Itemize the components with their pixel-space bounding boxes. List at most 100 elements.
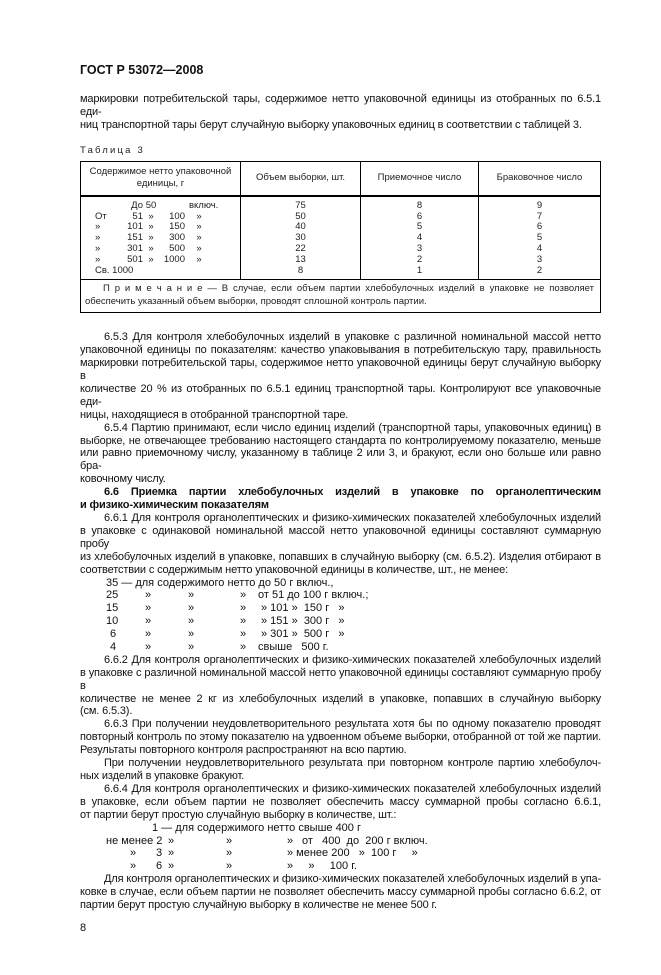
paragraph: 6.5.3 Для контроля хлебобулочных изделий…	[80, 331, 601, 421]
paragraph: 6.6.3 При получении неудовлетворительног…	[80, 718, 601, 757]
text-line: повторный контроль по этому показателю н…	[80, 731, 601, 744]
text-line: 6.6.4 Для контроля органолептических и ф…	[104, 782, 601, 795]
cell-range: » 101 » 150 »	[81, 221, 241, 234]
range-part: 301	[127, 242, 143, 254]
list-cell: »	[240, 628, 247, 641]
text-line: соответствии с содержимым нетто упаковоч…	[80, 563, 509, 576]
cell-reject: 3	[536, 253, 543, 265]
text-line: Для контроля органолептических и физико-…	[104, 873, 601, 886]
range-part: »	[148, 210, 154, 222]
cell-accept: 5	[361, 222, 479, 234]
paragraph: При получении неудовлетворительного резу…	[80, 757, 601, 783]
list-cell: »	[145, 615, 152, 628]
list-cell: 10	[106, 615, 119, 628]
range-part: включ.	[189, 199, 219, 211]
column-header: Объем выборки, шт.	[241, 161, 361, 197]
cell-range: До 50 включ.	[81, 196, 241, 212]
intro-paragraph: маркировки потребительской тары, содержи…	[80, 93, 601, 132]
range-part: 500	[169, 242, 185, 254]
list-cell: »	[240, 602, 247, 615]
cell-sample: 22	[241, 243, 361, 255]
table-row: » 301 » 500 » 22 3 4	[81, 242, 600, 255]
cell-accept: 6	[361, 211, 479, 223]
range-part: »	[95, 221, 101, 233]
list-item: 6 » » » » 301 » 500 г »	[80, 628, 601, 641]
table-header-row: Содержимое нетто упаковочной единицы, г …	[81, 161, 600, 197]
cell-sample: 8	[241, 265, 361, 280]
list-cell: »	[226, 860, 233, 873]
range-part: До	[131, 199, 143, 211]
document-code-header: ГОСТ Р 53072—2008	[80, 63, 204, 77]
list-cell: »	[240, 589, 247, 602]
text-line: Результаты повторного контроля распростр…	[80, 744, 407, 757]
cell-accept: 3	[361, 243, 479, 255]
table-row: От 51 » 100 » 50 6 7	[81, 210, 600, 223]
range-part: »	[148, 232, 154, 244]
list-cell: »	[226, 834, 233, 847]
list-item: » 3 » » » менее 200 » 100 г »	[80, 847, 601, 860]
list-item: 35 — для содержимого нетто до 50 г включ…	[80, 577, 601, 590]
cell-sample: 50	[241, 211, 361, 223]
quantity-list: 35 — для содержимого нетто до 50 г включ…	[80, 577, 601, 654]
list-cell: »	[188, 602, 195, 615]
list-cell: свыше 500 г.	[258, 640, 329, 653]
paragraph: Для контроля органолептических и физико-…	[80, 873, 601, 912]
table-caption: Таблица 3	[80, 144, 145, 156]
cell-reject: 9	[536, 199, 543, 211]
list-cell: »	[168, 834, 175, 847]
list-cell: 4	[110, 640, 117, 653]
text-line: или равно приемочному числу, указанному …	[80, 447, 601, 473]
table-row: » 151 » 300 » 30 4 5	[81, 232, 600, 244]
column-header: Приемочное число	[361, 161, 479, 197]
text-line: ных изделий в упаковке бракуют.	[80, 770, 245, 783]
text-line: 6.6 Приемка партии хлебобулочных изделий…	[104, 486, 601, 499]
list-cell: »	[145, 589, 152, 602]
paragraph: 6.6.4 Для контроля органолептических и ф…	[80, 783, 601, 822]
sample-size-table: Содержимое нетто упаковочной единицы, г …	[80, 160, 601, 314]
range-part: 1000	[163, 253, 185, 265]
cell-reject: 2	[536, 264, 543, 276]
table-row: Св. 1000 8 1 2	[81, 264, 600, 280]
cell-range: » 151 » 300 »	[81, 232, 241, 244]
list-cell: »	[168, 847, 175, 860]
text-line: в упаковке с различной номинальной массо…	[80, 666, 601, 692]
list-item: 10 » » » » 151 » 300 г »	[80, 615, 601, 628]
range-part: »	[196, 232, 202, 244]
list-cell: 25	[106, 589, 119, 602]
text-line: упаковочной единицы по показателям: каче…	[80, 344, 601, 357]
table-note: П р и м е ч а н и е — В случае, если объ…	[81, 279, 600, 312]
range-part: От	[95, 210, 107, 222]
list-cell: »	[188, 615, 195, 628]
range-part: Св. 1000	[95, 264, 134, 276]
range-part: »	[95, 242, 101, 254]
cell-sample: 75	[241, 196, 361, 212]
table-row: До 50 включ. 75 8 9	[81, 196, 600, 212]
list-cell: 6	[110, 628, 117, 641]
text-line: (см. 6.5.3).	[80, 705, 133, 718]
text-line: партии берут простую случайную выборку в…	[80, 899, 437, 912]
list-item: 15 » » » » 101 » 150 г »	[80, 602, 601, 615]
cell-range: » 501 » 1000 »	[81, 253, 241, 266]
list-cell: » 151 » 300 г »	[261, 615, 345, 628]
list-cell: »	[188, 589, 195, 602]
text-line: от партии берут простую случайную выборк…	[80, 808, 397, 821]
text-line: ниц транспортной тары берут случайную вы…	[80, 118, 582, 131]
list-cell: 6	[156, 860, 163, 873]
list-cell: » 301 » 500 г »	[261, 628, 345, 641]
text-line: количестве 20 % из отобранных по 6.5.1 е…	[80, 382, 601, 408]
table-body: До 50 включ. 75 8 9 От 51» 100» 50 6 7» 101» 150» 40 5 6…	[81, 196, 600, 280]
cell-accept: 2	[361, 254, 479, 266]
range-part: »	[148, 242, 154, 254]
cell-range: От 51 » 100 »	[81, 210, 241, 223]
column-header: Содержимое нетто упаковочной единицы, г	[81, 161, 241, 197]
text-line: маркировки потребительской тары, содержи…	[80, 357, 601, 383]
list-cell: »	[240, 615, 247, 628]
section-heading: 6.6 Приемка партии хлебобулочных изделий…	[80, 486, 601, 512]
list-item: не менее 2 » » » от 400 до 200 г включ.	[80, 835, 601, 848]
table-row: » 501 » 1000 » 13 2 3	[81, 253, 600, 266]
cell-reject: 4	[536, 242, 543, 254]
list-cell: » 101 » 150 г »	[261, 602, 345, 615]
text-line: При получении неудовлетворительного резу…	[104, 757, 601, 770]
list-item: 25 » » » от 51 до 100 г включ.;	[80, 589, 601, 602]
text-line: 6.5.3 Для контроля хлебобулочных изделий…	[104, 331, 601, 344]
